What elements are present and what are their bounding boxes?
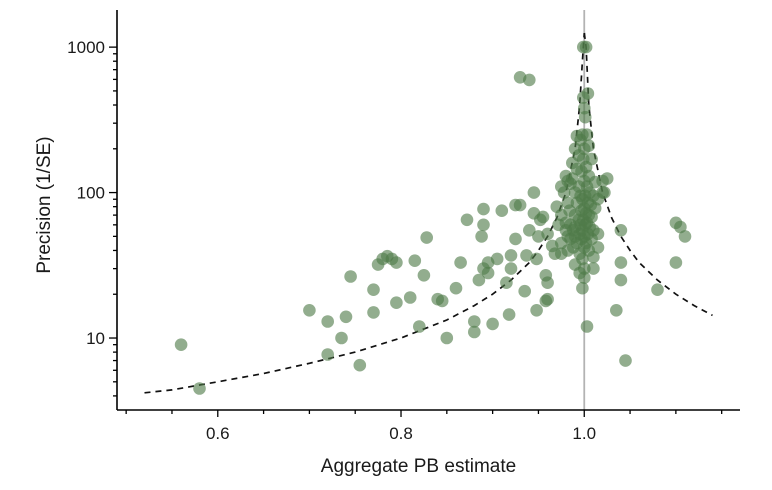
data-point xyxy=(367,283,380,297)
x-tick-label: 0.8 xyxy=(389,424,413,443)
data-point xyxy=(390,256,403,269)
data-point xyxy=(490,252,504,266)
data-point xyxy=(578,110,592,124)
data-point xyxy=(504,262,518,275)
data-point xyxy=(678,230,692,243)
data-point xyxy=(321,315,335,328)
data-point xyxy=(403,291,417,304)
data-point xyxy=(557,186,571,199)
data-point xyxy=(619,354,632,367)
funnel-curve-right xyxy=(583,32,713,317)
data-point xyxy=(578,271,591,285)
data-point xyxy=(449,281,463,295)
data-point xyxy=(674,220,687,234)
data-point xyxy=(477,218,490,232)
data-point xyxy=(576,281,589,295)
data-point xyxy=(344,270,357,283)
data-point xyxy=(598,186,611,199)
data-point xyxy=(335,331,348,345)
data-point xyxy=(408,254,422,267)
data-point xyxy=(509,232,522,246)
data-point xyxy=(353,358,367,372)
data-point xyxy=(536,210,550,224)
data-point xyxy=(460,213,474,227)
data-point xyxy=(580,320,594,333)
data-point xyxy=(530,252,543,266)
data-point xyxy=(475,230,488,243)
funnel-curve-layer xyxy=(144,32,713,394)
data-point xyxy=(174,338,188,352)
data-point xyxy=(481,266,495,280)
data-point xyxy=(523,224,536,237)
data-point xyxy=(541,292,554,306)
data-point xyxy=(454,256,467,269)
data-point xyxy=(468,315,481,328)
data-point xyxy=(321,348,335,361)
data-point xyxy=(530,304,543,317)
data-point xyxy=(541,227,554,241)
axes-layer: 0.6 0.8 1.0 10 100 1000 xyxy=(67,10,740,443)
data-point xyxy=(518,284,531,298)
data-point xyxy=(587,250,600,264)
data-point xyxy=(579,40,593,54)
data-point xyxy=(417,269,431,282)
data-point xyxy=(610,304,623,317)
data-point xyxy=(486,317,499,331)
data-point xyxy=(435,294,449,308)
data-point xyxy=(495,204,509,217)
data-point xyxy=(651,283,664,297)
data-point xyxy=(472,273,486,287)
y-tick-label: 1000 xyxy=(67,38,105,57)
data-point xyxy=(413,320,426,333)
data-point xyxy=(420,231,434,244)
data-point xyxy=(578,262,591,275)
data-point xyxy=(520,249,533,262)
data-point xyxy=(523,73,536,87)
data-point xyxy=(614,224,628,237)
data-point xyxy=(585,152,598,166)
data-point xyxy=(193,382,206,395)
y-axis-title: Precision (1/SE) xyxy=(34,136,55,273)
data-point xyxy=(440,331,454,345)
data-point xyxy=(468,325,481,339)
data-point xyxy=(581,87,595,100)
data-point xyxy=(339,310,353,324)
data-point xyxy=(582,139,596,152)
data-point xyxy=(580,128,594,141)
x-axis-title: Aggregate PB estimate xyxy=(321,456,516,477)
data-point xyxy=(591,241,605,254)
data-point xyxy=(614,256,628,269)
data-point xyxy=(669,256,683,269)
data-point xyxy=(587,262,600,275)
data-points-layer xyxy=(174,40,692,395)
data-point xyxy=(591,227,605,241)
data-point xyxy=(303,304,316,317)
funnel-curve-left xyxy=(144,32,586,394)
y-tick-label: 10 xyxy=(86,329,105,348)
data-point xyxy=(477,202,490,216)
x-tick-label: 1.0 xyxy=(572,424,596,443)
x-tick-label: 0.6 xyxy=(206,424,230,443)
data-point xyxy=(614,273,628,287)
y-tick-label: 100 xyxy=(77,184,105,203)
data-point xyxy=(513,198,527,212)
data-point xyxy=(367,306,380,319)
data-point xyxy=(504,249,518,262)
data-point xyxy=(541,276,554,290)
data-point xyxy=(500,276,513,290)
data-point xyxy=(502,308,516,321)
data-point xyxy=(600,172,614,185)
data-point xyxy=(527,186,541,199)
data-point xyxy=(390,296,403,310)
